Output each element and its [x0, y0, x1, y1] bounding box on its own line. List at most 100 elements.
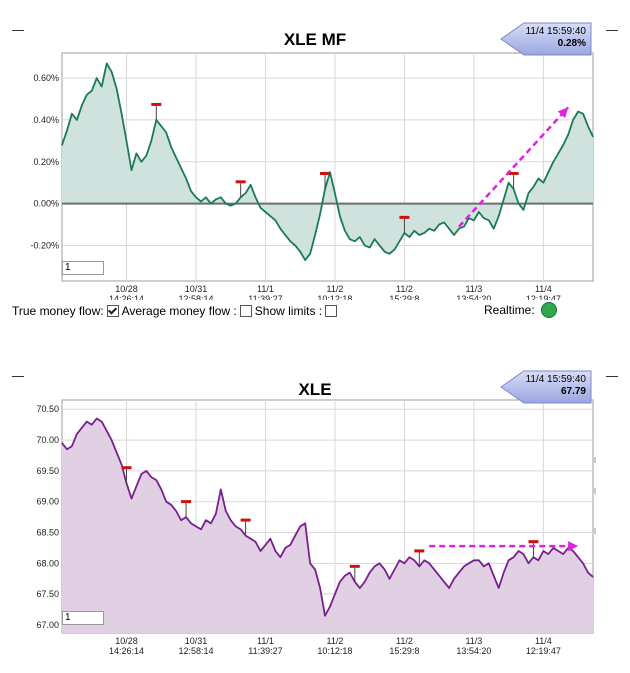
value-callout: 11/4 15:59:40 0.28% — [500, 22, 592, 56]
event-marker-flag — [151, 102, 162, 106]
event-marker-flag — [349, 564, 360, 568]
x-tick-date: 10/31 — [185, 636, 208, 646]
data-point — [463, 565, 465, 567]
data-point — [165, 501, 167, 503]
data-point — [359, 236, 361, 238]
data-point — [364, 581, 366, 583]
x-tick-time: 13:54:20 — [456, 294, 491, 300]
data-point — [388, 253, 391, 255]
data-point — [284, 234, 286, 236]
x-tick-time: 12:58:14 — [178, 294, 213, 300]
data-point — [195, 196, 197, 198]
x-tick-time: 14:26:14 — [109, 646, 144, 656]
data-point — [398, 240, 401, 242]
data-point — [334, 593, 336, 595]
collapse-dash-icon[interactable] — [12, 376, 24, 377]
data-point — [254, 196, 257, 198]
data-point — [433, 568, 435, 571]
money-flow-panel: XLE MF -0.20% 0.00% 0.20% 0.40% 0.60% 10/28 14… — [0, 0, 630, 330]
x-tick-date: 11/1 — [257, 284, 274, 294]
y-tick-label: 69.50 — [36, 466, 59, 476]
data-point — [354, 240, 356, 242]
scale-input[interactable]: 1 — [62, 261, 104, 275]
realtime-status-icon[interactable] — [540, 302, 557, 318]
data-point — [518, 203, 520, 205]
data-point — [344, 230, 346, 232]
y-tick-label: 0.20% — [33, 157, 59, 167]
y-tick-label: 67.00 — [36, 620, 59, 630]
price-chart[interactable]: 67.00 67.50 68.00 68.50 69.00 69.50 70.00 70.50… — [0, 360, 630, 673]
data-point — [493, 575, 495, 577]
data-point — [388, 578, 391, 580]
event-marker-flag — [508, 171, 519, 175]
data-point — [111, 71, 113, 73]
scale-input[interactable]: 1 — [62, 611, 104, 625]
data-point — [577, 556, 579, 558]
data-point — [379, 562, 381, 564]
collapse-dash-icon[interactable] — [606, 376, 618, 377]
data-point — [140, 473, 142, 475]
data-point — [130, 498, 133, 500]
data-point — [314, 234, 316, 236]
collapse-dash-icon[interactable] — [606, 30, 618, 31]
data-point — [230, 519, 232, 521]
data-point — [324, 615, 326, 617]
true-money-flow-label: True money flow: — [12, 304, 104, 318]
data-point — [121, 464, 123, 466]
data-point — [299, 251, 301, 253]
data-point — [101, 85, 103, 88]
data-point — [567, 134, 569, 136]
data-point — [453, 234, 455, 236]
data-point — [458, 228, 460, 230]
data-point — [488, 562, 490, 564]
event-marker-flag — [235, 180, 246, 184]
true-money-flow-checkbox[interactable] — [106, 305, 119, 317]
chart-options: True money flow: Average money flow : Sh… — [12, 304, 340, 318]
data-point — [269, 538, 271, 540]
x-tick-date: 11/1 — [257, 636, 274, 646]
average-money-flow-checkbox[interactable] — [239, 305, 252, 317]
x-tick-time: 12:19:47 — [526, 294, 561, 300]
data-point — [572, 119, 574, 121]
event-marker-icon — [399, 215, 410, 233]
y-tick-label: 69.00 — [36, 497, 59, 507]
data-point — [230, 205, 232, 207]
data-point — [374, 565, 376, 567]
data-point — [488, 219, 490, 221]
data-point — [309, 562, 311, 564]
x-tick-date: 11/2 — [396, 284, 413, 294]
data-point — [498, 215, 500, 217]
data-point — [264, 544, 267, 546]
data-point — [106, 62, 108, 65]
price-panel: XLE 67.00 67.50 68.00 68.50 69.00 69.50 70.00 7… — [0, 360, 630, 673]
data-point — [205, 519, 207, 521]
data-point — [195, 525, 197, 527]
trend-arrow-line — [458, 106, 570, 228]
data-point — [384, 251, 386, 253]
x-tick-date: 11/4 — [535, 284, 552, 294]
average-money-flow-label: Average money flow : — [121, 304, 237, 318]
data-point — [443, 221, 445, 223]
data-point — [225, 510, 227, 512]
data-point — [160, 125, 162, 127]
chart-title: XLE — [298, 380, 332, 399]
data-point — [145, 154, 147, 157]
event-marker-icon — [320, 171, 331, 189]
x-tick-time: 11:39:27 — [248, 646, 282, 656]
show-limits-checkbox[interactable] — [325, 305, 338, 317]
collapse-dash-icon[interactable] — [12, 30, 24, 31]
y-tick-label: 67.50 — [36, 589, 59, 599]
data-point — [76, 433, 78, 435]
data-point — [250, 184, 252, 186]
data-point — [547, 553, 549, 555]
data-point — [369, 572, 371, 574]
data-point — [294, 535, 296, 537]
data-point — [513, 556, 515, 558]
series-area — [62, 418, 593, 633]
data-point — [359, 587, 361, 589]
x-tick-time: 12:19:47 — [526, 646, 561, 656]
x-tick-time: 14:26:14 — [109, 294, 144, 300]
data-point — [289, 240, 291, 242]
event-marker-flag — [121, 466, 132, 470]
